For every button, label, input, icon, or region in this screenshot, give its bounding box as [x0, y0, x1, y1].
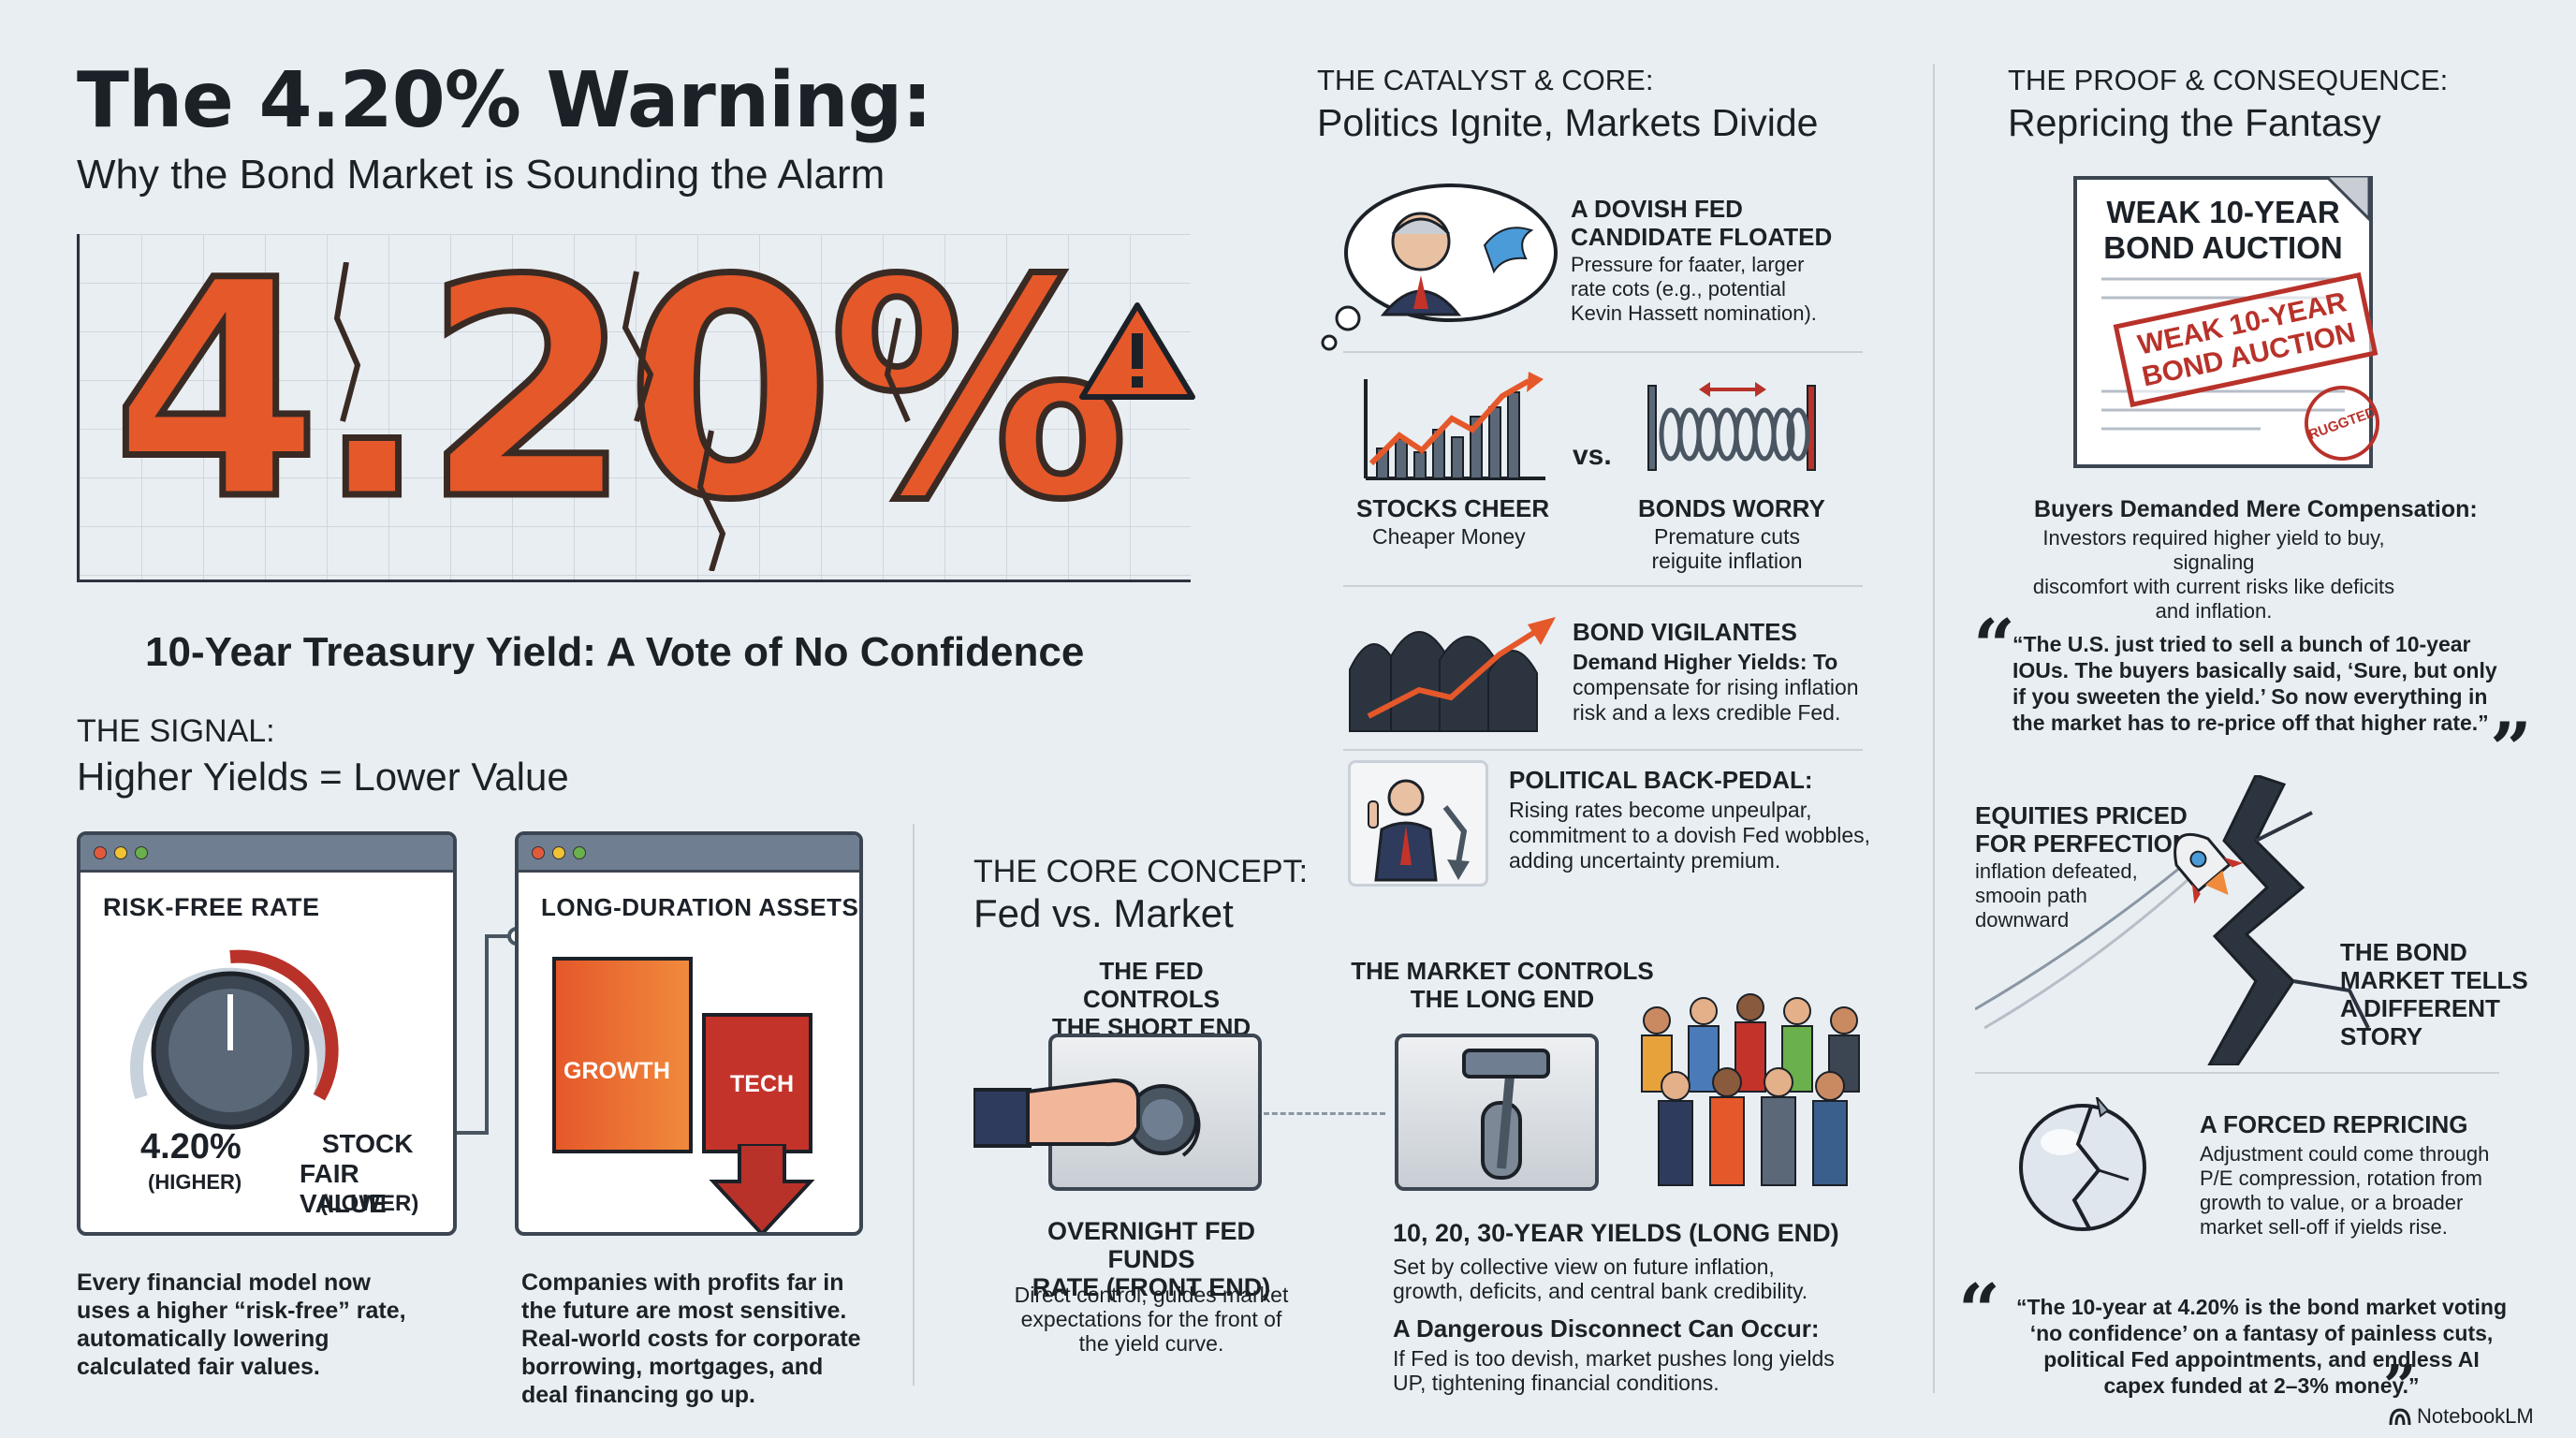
growth-block: GROWTH [552, 957, 693, 1153]
open-quote-icon: “ [1973, 604, 2015, 689]
window-bar [80, 835, 453, 873]
fed-sub: OVERNIGHT FED FUNDS RATE (FRONT END) [1032, 1217, 1271, 1301]
window-close-dot [94, 845, 107, 859]
core-kicker: THE CORE CONCEPT: [973, 854, 1309, 889]
stocks-body: Cheaper Money [1372, 524, 1526, 549]
growth-label: GROWTH [564, 1058, 670, 1084]
long-duration-assets-panel: LONG-DURATION ASSETS GROWTH TECH [515, 831, 863, 1236]
market-heading: THE MARKET CONTROLS THE LONG END [1351, 957, 1654, 1013]
backpedal-heading: POLITICAL BACK-PEDAL: [1509, 766, 1813, 794]
cracked-sphere-icon [2019, 1097, 2146, 1231]
dashed-connector [1264, 1112, 1385, 1115]
page-title: The 4.20% Warning: [77, 56, 932, 145]
thought-bubble-icon [1321, 183, 1558, 351]
window-max-dot [135, 845, 148, 859]
control-knob-icon [1127, 1084, 1201, 1157]
page-subtitle: Why the Bond Market is Sounding the Alar… [77, 152, 886, 198]
open-quote-icon: “ [1958, 1269, 2000, 1354]
forced-heading: A FORCED REPRICING [2200, 1110, 2468, 1138]
vigilantes-heading: BOND VIGILANTES [1573, 618, 1797, 646]
window-close-dot [532, 845, 545, 859]
hero-yield-value: 4.20% [109, 217, 1132, 565]
signal-title: Higher Yields = Lower Value [77, 755, 569, 799]
buyers-body: Investors required higher yield to buy, … [2032, 526, 2395, 623]
connector-line [457, 927, 524, 1135]
window-bar [519, 835, 859, 873]
core-title: Fed vs. Market [973, 891, 1234, 935]
stock-note: (LOWER) [320, 1191, 419, 1216]
proof-kicker: THE PROOF & CONSEQUENCE: [2008, 64, 2449, 96]
crack-lines [333, 262, 911, 571]
long-duration-body: Companies with profits far in the future… [521, 1269, 861, 1408]
brand-mark: NotebookLM [2389, 1404, 2534, 1429]
brand-label: NotebookLM [2417, 1404, 2534, 1428]
fed-heading: THE FED CONTROLS THE SHORT END [1051, 957, 1251, 1041]
vs-label: vs. [1573, 440, 1612, 471]
dial-gauge-icon [130, 949, 339, 1130]
risk-free-body: Every financial model now uses a higher … [77, 1269, 406, 1380]
bonds-body: Premature cuts reiguite inflation [1651, 524, 1803, 573]
dovish-heading: A DOVISH FED CANDIDATE FLOATED [1571, 195, 1833, 251]
catalyst-title: Politics Ignite, Markets Divide [1317, 101, 1819, 144]
bond-story: THE BOND MARKET TELLS A DIFFERENT STORY [2340, 938, 2528, 1050]
divider [1343, 585, 1863, 587]
quote-auction: “The U.S. just tried to sell a bunch of … [2012, 632, 2497, 735]
window-min-dot [552, 845, 565, 859]
risk-free-label: RISK-FREE RATE [103, 893, 320, 921]
crowd-icon [1641, 993, 1860, 1186]
backpedal-body: Rising rates become unpeulpar, commitmen… [1509, 798, 1871, 873]
risk-free-note: (HIGHER) [148, 1170, 242, 1194]
divider [913, 824, 915, 1386]
disconnect-body: If Fed is too devish, market pushes long… [1393, 1346, 1835, 1395]
rocket-crack-icon [1975, 775, 2370, 1065]
fed-body: Direct control; guides market expectatio… [1014, 1283, 1289, 1356]
signal-kicker: THE SIGNAL: [77, 713, 275, 749]
disconnect-title: A Dangerous Disconnect Can Occur: [1393, 1314, 1820, 1343]
proof-title: Repricing the Fantasy [2008, 101, 2381, 144]
hand-icon [973, 1078, 1140, 1148]
compressed-spring-icon [1647, 382, 1816, 471]
divider [1975, 1072, 2499, 1074]
risk-free-value: 4.20% [140, 1127, 242, 1167]
dovish-body: Pressure for faater, larger rate cots (e… [1571, 253, 1817, 325]
catalyst-kicker: THE CATALYST & CORE: [1317, 64, 1654, 96]
tech-block: TECH [702, 1013, 812, 1153]
divider [1933, 64, 1935, 1393]
close-quote-icon: ” [2383, 1352, 2417, 1420]
close-quote-icon: ” [2490, 707, 2532, 792]
quote-final: “The 10-year at 4.20% is the bond market… [2015, 1295, 2508, 1398]
auction-doc-title: WEAK 10-YEAR BOND AUCTION [2103, 195, 2343, 265]
down-arrow-icon [709, 1144, 815, 1232]
stock-fair-value-label: FAIR VALUE [300, 1159, 387, 1218]
forced-body: Adjustment could come through P/E compre… [2200, 1142, 2490, 1239]
buyers-heading: Buyers Demanded Mere Compensation: [2034, 496, 2478, 522]
stock-label: STOCK [322, 1129, 414, 1158]
divider [1343, 749, 1863, 751]
market-body: Set by collective view on future inflati… [1393, 1255, 1808, 1303]
window-max-dot [573, 845, 586, 859]
stocks-heading: STOCKS CHEER [1356, 494, 1550, 522]
bonds-heading: BONDS WORRY [1638, 494, 1825, 522]
market-lever-plate [1395, 1034, 1599, 1191]
tech-label: TECH [730, 1071, 795, 1097]
politician-icon [1368, 779, 1470, 882]
notebooklm-logo-icon [2389, 1408, 2411, 1426]
vigilantes-body: Demand Higher Yields: To compensate for … [1573, 650, 1859, 725]
rising-chart-icon [1364, 372, 1545, 480]
lever-icon [1462, 1049, 1550, 1180]
window-min-dot [114, 845, 127, 859]
market-sub: 10, 20, 30-YEAR YIELDS (LONG END) [1393, 1219, 1839, 1247]
warning-icon [1079, 302, 1195, 400]
divider [1343, 351, 1863, 353]
hero-caption: 10-Year Treasury Yield: A Vote of No Con… [145, 629, 1085, 675]
long-duration-label: LONG-DURATION ASSETS [541, 893, 859, 921]
risk-free-rate-panel: RISK-FREE RATE 4.20% (HIGHER) STOCK FAIR… [77, 831, 457, 1236]
equities-heading: EQUITIES PRICED FOR PERFECTION [1975, 801, 2190, 858]
equities-body: inflation defeated, smooin path downward [1975, 859, 2138, 932]
hooded-figures-icon [1349, 617, 1556, 732]
